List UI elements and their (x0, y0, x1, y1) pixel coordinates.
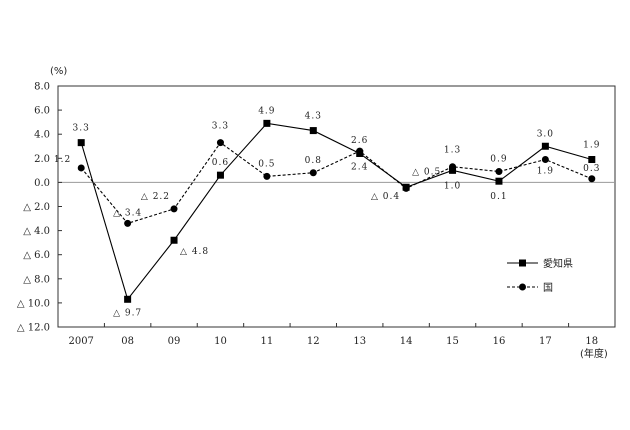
x-tick-label: 15 (446, 336, 459, 347)
legend-item: 愛知県 (507, 257, 573, 270)
data-point-circle (309, 169, 317, 177)
y-tick-label: 8.0 (34, 82, 50, 93)
data-point-circle (170, 205, 178, 213)
data-point-square (216, 171, 224, 179)
data-point-circle (124, 219, 132, 227)
y-tick-label: 2.0 (34, 154, 50, 165)
x-tick-label: 2007 (68, 336, 93, 347)
y-tick-label: △ 6.0 (23, 250, 50, 261)
data-point-circle (449, 163, 457, 171)
data-label: △ 0.4 (371, 192, 400, 202)
x-tick-label: 11 (261, 336, 274, 347)
data-label: △ 2.2 (141, 192, 170, 202)
legend-label: 愛知県 (543, 257, 573, 270)
data-label: 1.3 (444, 146, 461, 156)
data-label: 2.6 (351, 136, 368, 146)
data-point-circle (588, 175, 596, 183)
data-point-circle (356, 147, 364, 155)
legend-marker-square (519, 259, 526, 267)
y-unit-label: (%) (50, 66, 67, 77)
x-tick-label: 13 (353, 336, 366, 347)
y-axis: 8.0 6.0 4.0 2.0 0.0 △ 2.0 △ 4.0 △ 6.0 △ 8.0 △ 10.… (17, 82, 62, 334)
data-label: △ 4.8 (180, 247, 209, 257)
x-tick-label: 08 (121, 336, 134, 347)
series-aichi (77, 119, 596, 303)
y-tick-label: 6.0 (34, 106, 50, 117)
y-tick-label: 0.0 (34, 178, 50, 189)
data-label: △ 9.7 (113, 308, 142, 318)
data-point-square (588, 156, 596, 164)
x-tick-label: 16 (493, 336, 506, 347)
data-label: 0.5 (258, 159, 275, 169)
data-label: 3.3 (212, 122, 229, 132)
data-point-circle (216, 139, 224, 147)
data-point-square (170, 236, 178, 244)
data-point-circle (541, 156, 549, 164)
series-line (80, 141, 593, 225)
y-tick-label: △ 8.0 (23, 274, 50, 285)
legend-label: 国 (543, 282, 553, 294)
data-point-square (309, 127, 317, 135)
data-label: 0.8 (305, 156, 322, 166)
x-unit-label: (年度) (580, 347, 608, 360)
data-label: 0.1 (490, 192, 507, 202)
data-label: 1.0 (444, 181, 461, 191)
x-tick-label: 18 (585, 336, 598, 347)
data-point-square (495, 177, 503, 185)
data-point-circle (263, 172, 271, 180)
data-point-circle (402, 184, 410, 192)
data-label: △ 3.4 (113, 208, 142, 218)
data-point-square (449, 166, 457, 174)
data-label: 4.3 (305, 112, 322, 122)
data-point-square (77, 139, 85, 147)
y-tick-label: 4.0 (34, 130, 50, 141)
data-label: △ 0.5 (412, 167, 441, 177)
data-label: 0.3 (583, 164, 600, 174)
data-label: 1.2 (54, 155, 71, 165)
x-tick-label: 17 (539, 336, 552, 347)
data-label: 1.9 (537, 167, 554, 177)
plot-frame (57, 85, 616, 328)
legend-item: 国 (507, 282, 553, 294)
data-point-circle (495, 168, 503, 176)
y-tick-label: △ 2.0 (23, 202, 50, 213)
series-layer (77, 119, 596, 303)
x-tick-label: 12 (307, 336, 320, 347)
data-point-square (541, 142, 549, 150)
x-tick-label: 10 (214, 336, 227, 347)
data-labels: 3.3 △ 9.7 △ 4.8 0.6 4.9 4.3 2.4 △ 0.4 1.0 0.1 3.0 1… (54, 106, 600, 318)
data-label: 0.9 (490, 155, 507, 165)
data-label: 3.0 (537, 129, 554, 139)
x-tick-label: 14 (400, 336, 413, 347)
data-label: 2.4 (351, 162, 368, 172)
data-point-square (263, 119, 271, 127)
series-line (80, 122, 592, 301)
y-tick-label: △ 4.0 (23, 226, 50, 237)
x-tick-label: 09 (168, 336, 181, 347)
legend-marker-circle (519, 283, 526, 291)
data-label: 1.9 (583, 141, 600, 151)
data-label: 3.3 (73, 124, 90, 134)
y-tick-label: △ 12.0 (17, 323, 50, 334)
data-point-circle (77, 164, 85, 172)
y-tick-label: △ 10.0 (17, 298, 50, 309)
data-point-square (124, 295, 132, 303)
x-axis: 2007 08 09 10 11 12 13 14 15 16 17 18 (68, 323, 598, 347)
series-national (77, 139, 596, 227)
data-label: 0.6 (212, 158, 229, 168)
data-label: 4.9 (258, 106, 275, 116)
